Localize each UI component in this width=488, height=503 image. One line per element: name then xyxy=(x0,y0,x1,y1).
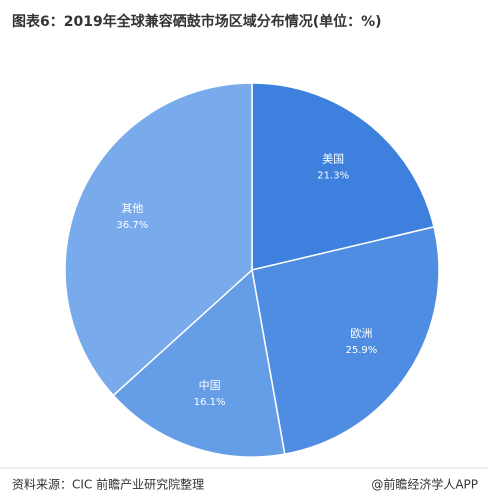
value-label: 21.3% xyxy=(317,170,349,181)
slice-label: 中国 xyxy=(199,379,221,392)
pie-slice xyxy=(251,226,440,455)
pie-slice xyxy=(64,82,253,397)
source: 资料来源：CIC 前瞻产业研究院整理 xyxy=(12,477,204,492)
slice-label: 欧洲 xyxy=(350,327,372,340)
value-label: 16.1% xyxy=(194,397,226,408)
slice-label: 其他 xyxy=(121,202,143,215)
value-label: 25.9% xyxy=(346,345,378,356)
slice-label: 美国 xyxy=(322,152,344,165)
pie-slice xyxy=(112,268,286,458)
chart-title: 图表6：2019年全球兼容硒鼓市场区域分布情况(单位：%) xyxy=(12,13,382,30)
pie-slice xyxy=(251,82,435,271)
value-label: 36.7% xyxy=(116,220,148,231)
credit: @前瞻经济学人APP xyxy=(371,477,478,492)
